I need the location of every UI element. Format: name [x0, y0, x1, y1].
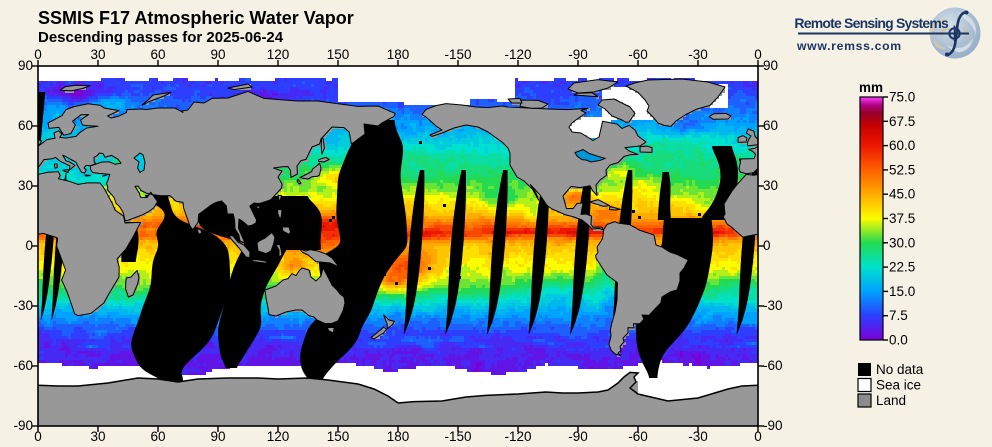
svg-text:Sea ice: Sea ice	[876, 378, 921, 393]
svg-text:90: 90	[18, 58, 33, 73]
svg-text:52.5: 52.5	[889, 162, 915, 177]
svg-text:-30: -30	[763, 298, 783, 313]
svg-text:67.5: 67.5	[889, 114, 915, 129]
svg-text:-90: -90	[763, 418, 783, 433]
svg-text:0.0: 0.0	[889, 333, 908, 348]
svg-text:45.0: 45.0	[889, 187, 915, 202]
svg-text:www.remss.com: www.remss.com	[796, 39, 902, 53]
svg-text:-60: -60	[763, 358, 783, 373]
svg-text:150: 150	[327, 429, 350, 444]
svg-text:-150: -150	[444, 429, 471, 444]
svg-text:0: 0	[34, 429, 42, 444]
svg-text:90: 90	[210, 429, 225, 444]
svg-text:mm: mm	[859, 80, 883, 95]
svg-text:7.5: 7.5	[889, 308, 908, 323]
svg-text:180: 180	[387, 429, 410, 444]
svg-text:120: 120	[267, 429, 290, 444]
svg-text:60.0: 60.0	[889, 138, 915, 153]
svg-text:120: 120	[267, 47, 290, 62]
svg-text:-90: -90	[568, 429, 588, 444]
svg-text:150: 150	[327, 47, 350, 62]
svg-text:0: 0	[25, 238, 33, 253]
svg-text:90: 90	[763, 58, 778, 73]
svg-text:-60: -60	[628, 47, 648, 62]
svg-text:-90: -90	[13, 418, 33, 433]
svg-text:90: 90	[210, 47, 225, 62]
svg-text:30: 30	[90, 47, 105, 62]
svg-text:-90: -90	[568, 47, 588, 62]
svg-text:-120: -120	[504, 429, 531, 444]
svg-text:60: 60	[150, 47, 165, 62]
svg-text:0: 0	[34, 47, 42, 62]
svg-text:-30: -30	[688, 429, 708, 444]
svg-text:Land: Land	[876, 393, 906, 408]
svg-text:60: 60	[150, 429, 165, 444]
svg-text:180: 180	[387, 47, 410, 62]
svg-text:15.0: 15.0	[889, 284, 915, 299]
svg-text:0: 0	[754, 47, 762, 62]
svg-text:Descending passes for 2025-06-: Descending passes for 2025-06-24	[38, 29, 284, 46]
svg-text:37.5: 37.5	[889, 211, 915, 226]
svg-text:30: 30	[763, 178, 778, 193]
svg-text:-30: -30	[13, 298, 33, 313]
svg-text:22.5: 22.5	[889, 260, 915, 275]
svg-text:-60: -60	[628, 429, 648, 444]
svg-text:60: 60	[18, 118, 33, 133]
svg-text:75.0: 75.0	[889, 90, 915, 105]
svg-text:60: 60	[763, 118, 778, 133]
svg-text:-150: -150	[444, 47, 471, 62]
svg-text:-60: -60	[13, 358, 33, 373]
svg-text:No data: No data	[876, 362, 924, 377]
svg-text:SSMIS F17 Atmospheric Water Va: SSMIS F17 Atmospheric Water Vapor	[38, 8, 354, 28]
svg-text:-30: -30	[688, 47, 708, 62]
svg-text:Remote Sensing Systems: Remote Sensing Systems	[794, 15, 949, 31]
svg-text:-120: -120	[504, 47, 531, 62]
svg-text:30: 30	[18, 178, 33, 193]
svg-text:30.0: 30.0	[889, 235, 915, 250]
svg-text:0: 0	[763, 238, 771, 253]
svg-text:30: 30	[90, 429, 105, 444]
svg-text:0: 0	[754, 429, 762, 444]
